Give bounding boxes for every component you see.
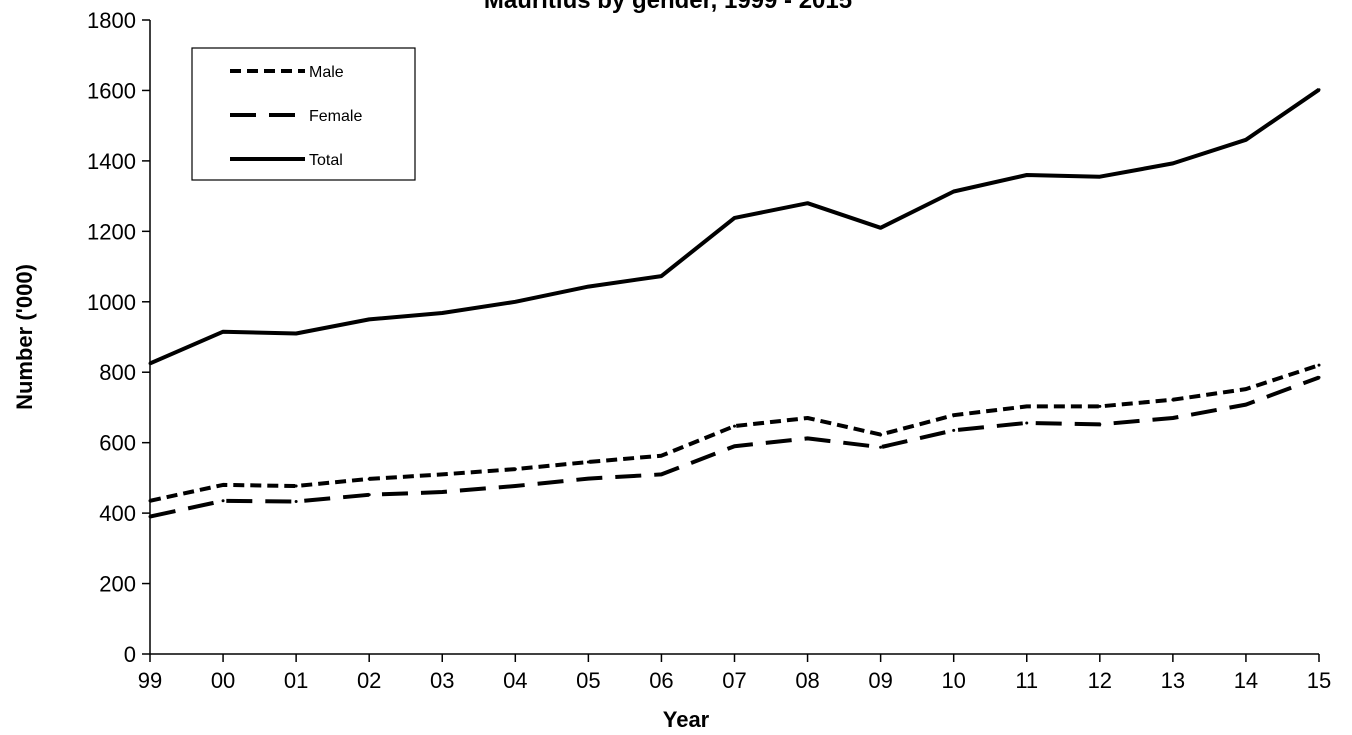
y-tick-label: 1800 (87, 8, 136, 33)
data-point-male (1025, 404, 1029, 408)
x-tick-label: 10 (941, 668, 965, 693)
x-tick-label: 15 (1307, 668, 1331, 693)
data-point-total (806, 201, 810, 205)
x-axis-label: Year (663, 707, 710, 732)
data-point-male (952, 413, 956, 417)
data-point-female (367, 493, 371, 497)
data-point-male (148, 499, 152, 503)
data-point-female (952, 428, 956, 432)
y-tick-label: 600 (99, 431, 136, 456)
data-point-female (806, 436, 810, 440)
x-tick-label: 11 (1015, 668, 1038, 693)
data-point-female (879, 445, 883, 449)
data-point-female (148, 515, 152, 519)
data-point-male (1244, 387, 1248, 391)
x-tick-label: 12 (1088, 668, 1112, 693)
data-point-female (294, 499, 298, 503)
data-point-total (294, 331, 298, 335)
data-point-total (1098, 175, 1102, 179)
data-point-male (586, 460, 590, 464)
data-point-male (294, 484, 298, 488)
legend-label-total: Total (309, 152, 343, 169)
x-tick-label: 99 (138, 668, 162, 693)
data-point-female (1317, 376, 1321, 380)
data-point-female (586, 477, 590, 481)
data-point-female (221, 499, 225, 503)
y-axis-label: Number ('000) (12, 264, 37, 410)
y-tick-label: 1000 (87, 290, 136, 315)
data-point-male (513, 467, 517, 471)
data-point-total (1171, 161, 1175, 165)
legend-label-female: Female (309, 108, 362, 125)
y-tick-label: 1600 (87, 78, 136, 103)
data-point-male (1098, 404, 1102, 408)
data-point-male (1317, 363, 1321, 367)
x-tick-label: 00 (211, 668, 235, 693)
legend: Male Female Total (191, 47, 416, 181)
data-point-female (1171, 416, 1175, 420)
data-point-male (806, 416, 810, 420)
y-tick-label: 1400 (87, 149, 136, 174)
x-tick-label: 03 (430, 668, 454, 693)
data-point-total (733, 216, 736, 220)
data-point-male (440, 472, 444, 476)
axes: 0 200 400 600 800 1000 1200 1400 1600 1800 99 00 01 0… (87, 8, 1331, 693)
chart-title: Mauritius by gender, 1999 - 2015 (484, 0, 852, 14)
data-point-total (1317, 88, 1321, 92)
legend-label-male: Male (309, 64, 344, 81)
data-point-male (659, 454, 663, 458)
data-point-female (1098, 422, 1102, 426)
y-tick-label: 800 (99, 360, 136, 385)
data-point-total (1025, 173, 1029, 177)
data-point-total (952, 190, 956, 194)
y-tick-label: 0 (124, 642, 136, 667)
series-line-male (149, 363, 1320, 503)
data-point-male (221, 483, 225, 487)
x-tick-label: 06 (649, 668, 673, 693)
data-point-male (367, 477, 371, 481)
data-point-female (733, 444, 736, 448)
data-point-female (1244, 403, 1248, 407)
y-tick-label: 400 (99, 501, 136, 526)
data-point-female (513, 484, 517, 488)
data-point-female (1025, 421, 1029, 425)
x-tick-label: 08 (795, 668, 819, 693)
data-point-total (513, 300, 517, 304)
data-point-total (221, 330, 225, 334)
data-point-female (659, 472, 663, 476)
series-layer (148, 88, 1321, 519)
x-tick-label: 14 (1234, 668, 1258, 693)
y-tick-label: 1200 (87, 219, 136, 244)
data-point-total (586, 285, 590, 289)
data-point-male (879, 433, 883, 437)
data-point-total (148, 361, 152, 365)
data-point-total (879, 226, 883, 230)
data-point-total (440, 311, 444, 315)
data-point-total (1244, 138, 1248, 142)
x-tick-label: 09 (868, 668, 892, 693)
data-point-male (1171, 398, 1175, 402)
data-point-female (440, 490, 444, 494)
data-point-male (733, 424, 736, 428)
data-point-total (659, 274, 663, 278)
data-point-total (367, 317, 371, 321)
x-tick-label: 01 (284, 668, 308, 693)
x-tick-label: 13 (1161, 668, 1185, 693)
y-tick-label: 200 (99, 572, 136, 597)
x-tick-label: 04 (503, 668, 527, 693)
x-tick-label: 07 (722, 668, 746, 693)
x-tick-label: 02 (357, 668, 381, 693)
x-tick-label: 05 (576, 668, 600, 693)
